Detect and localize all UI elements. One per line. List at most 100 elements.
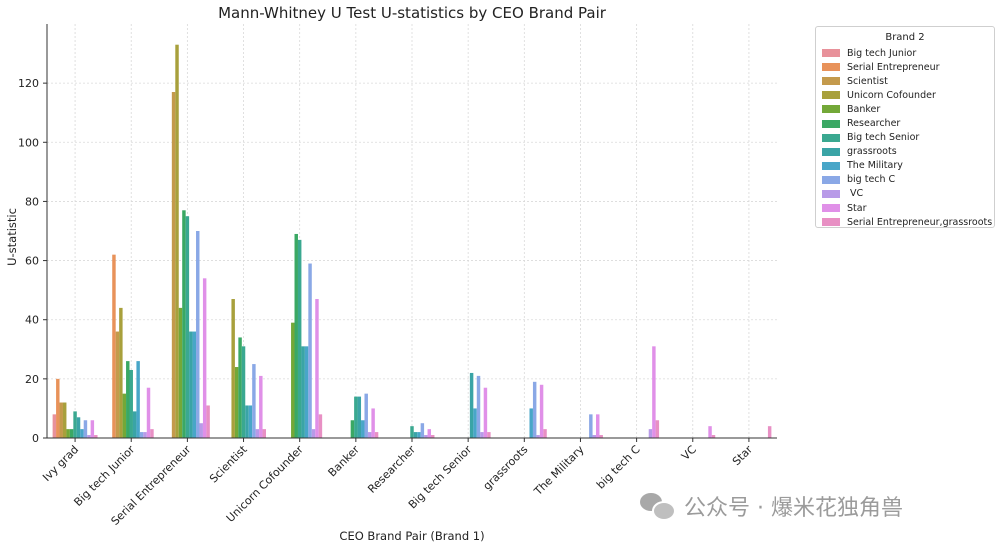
legend-label: Unicorn Cofounder	[847, 89, 936, 101]
bar	[69, 429, 74, 438]
legend-item: Serial Entrepreneur	[816, 60, 994, 74]
x-tick-label: Scientist	[207, 442, 250, 485]
x-axis-label: CEO Brand Pair (Brand 1)	[339, 529, 484, 543]
legend-item: grassroots	[816, 145, 994, 159]
grid	[47, 24, 777, 439]
bar	[480, 432, 484, 438]
x-tick-label: Star	[730, 443, 755, 468]
bar	[150, 429, 154, 438]
legend-swatch	[822, 105, 840, 114]
y-tick-label: 0	[32, 432, 39, 445]
bar	[532, 381, 537, 438]
bar	[487, 432, 491, 438]
legend-swatch	[822, 119, 840, 128]
bar	[708, 426, 712, 438]
bar	[711, 435, 716, 438]
bar	[294, 233, 298, 438]
bar	[413, 432, 418, 438]
x-tick-label: big tech C	[594, 443, 643, 492]
x-tick-label: The Military	[531, 443, 587, 499]
bar	[255, 429, 260, 438]
bar	[112, 254, 116, 438]
bar	[410, 426, 414, 438]
bar	[245, 405, 249, 438]
bar	[132, 411, 137, 438]
legend-label: Serial Entrepreneur	[847, 61, 940, 73]
legend-swatch	[822, 204, 840, 213]
watermark: 公众号 · 爆米花独角兽	[640, 490, 903, 522]
bar	[189, 331, 193, 438]
watermark-text: 公众号 · 爆米花独角兽	[684, 496, 903, 521]
legend-label: VC	[847, 188, 864, 200]
bar	[529, 408, 533, 438]
bar	[139, 432, 144, 438]
bar	[59, 402, 63, 438]
bar	[652, 346, 656, 438]
bar	[56, 378, 60, 438]
bar	[361, 420, 365, 438]
bar	[308, 263, 312, 438]
legend-swatch	[822, 175, 840, 184]
legend-swatch	[822, 147, 840, 156]
y-tick-label: 20	[25, 373, 39, 386]
legend-label: Scientist	[847, 75, 888, 87]
bar	[262, 429, 266, 438]
bar	[238, 337, 242, 438]
bar	[259, 375, 263, 438]
legend: Brand 2 Big tech Junior Serial Entreprene…	[815, 26, 995, 228]
bar	[476, 375, 481, 438]
legend-label: big tech C	[847, 174, 896, 186]
bar	[178, 307, 183, 438]
bar	[234, 367, 239, 438]
y-tick-label: 100	[18, 136, 39, 149]
legend-label: The Military	[847, 160, 903, 172]
legend-swatch	[822, 63, 840, 72]
y-tick-label: 40	[25, 314, 39, 327]
bar	[357, 396, 362, 438]
bar	[350, 420, 355, 438]
bar	[73, 411, 77, 438]
y-axis-label: U-statistic	[5, 208, 19, 266]
bar	[539, 384, 544, 438]
bar	[596, 414, 600, 438]
bar	[473, 408, 477, 438]
bars	[52, 44, 772, 438]
legend-item: VC	[816, 187, 994, 201]
bar	[206, 405, 210, 438]
bar	[311, 429, 316, 438]
bar	[304, 346, 309, 438]
bar	[171, 92, 176, 438]
y-tick-label: 120	[18, 77, 39, 90]
x-tick-label: Researcher	[365, 443, 418, 496]
legend-swatch	[822, 49, 840, 58]
bar	[122, 393, 127, 438]
legend-label: Banker	[847, 103, 881, 115]
bar	[767, 426, 772, 438]
bar	[297, 239, 302, 438]
wechat-icon	[640, 491, 676, 521]
bar	[126, 361, 130, 438]
bar	[129, 369, 133, 438]
bar	[182, 210, 186, 438]
legend-item: Researcher	[816, 116, 994, 130]
bar	[536, 435, 540, 438]
x-tick-label: Ivy grad	[40, 443, 81, 484]
bar	[592, 435, 597, 438]
bar	[192, 331, 197, 438]
bar	[291, 322, 295, 438]
y-tick-label: 60	[25, 255, 39, 268]
bar	[301, 346, 305, 438]
legend-swatch	[822, 189, 840, 198]
bar	[119, 307, 123, 438]
legend-swatch	[822, 133, 840, 142]
bar	[175, 44, 179, 438]
bar	[469, 372, 474, 438]
bar	[599, 435, 603, 438]
bar	[199, 423, 203, 438]
bar	[431, 435, 435, 438]
legend-item: Unicorn Cofounder	[816, 88, 994, 102]
legend-swatch	[822, 91, 840, 100]
legend-title: Brand 2	[885, 32, 925, 43]
